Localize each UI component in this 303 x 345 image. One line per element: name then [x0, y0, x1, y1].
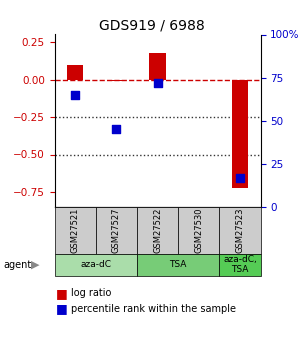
Text: GDS919 / 6988: GDS919 / 6988 [98, 19, 205, 33]
Text: ■: ■ [56, 302, 68, 315]
Text: GSM27521: GSM27521 [71, 208, 80, 253]
Text: aza-dC: aza-dC [80, 260, 111, 269]
Bar [149, 52, 166, 79]
Text: log ratio: log ratio [71, 288, 112, 298]
Text: GSM27522: GSM27522 [153, 208, 162, 253]
Point [238, 175, 242, 180]
Text: GSM27530: GSM27530 [194, 208, 203, 253]
Text: aza-dC,
TSA: aza-dC, TSA [223, 255, 257, 275]
Text: ■: ■ [56, 287, 68, 300]
Point [114, 127, 119, 132]
Point [155, 80, 160, 86]
Point [73, 92, 78, 98]
Text: GSM27527: GSM27527 [112, 208, 121, 253]
Text: GSM27523: GSM27523 [235, 208, 245, 253]
Text: ▶: ▶ [31, 260, 39, 270]
Text: TSA: TSA [169, 260, 187, 269]
Text: agent: agent [3, 260, 31, 270]
Bar [67, 65, 83, 79]
Bar [108, 79, 125, 81]
Text: percentile rank within the sample: percentile rank within the sample [71, 304, 236, 314]
Bar [232, 79, 248, 187]
